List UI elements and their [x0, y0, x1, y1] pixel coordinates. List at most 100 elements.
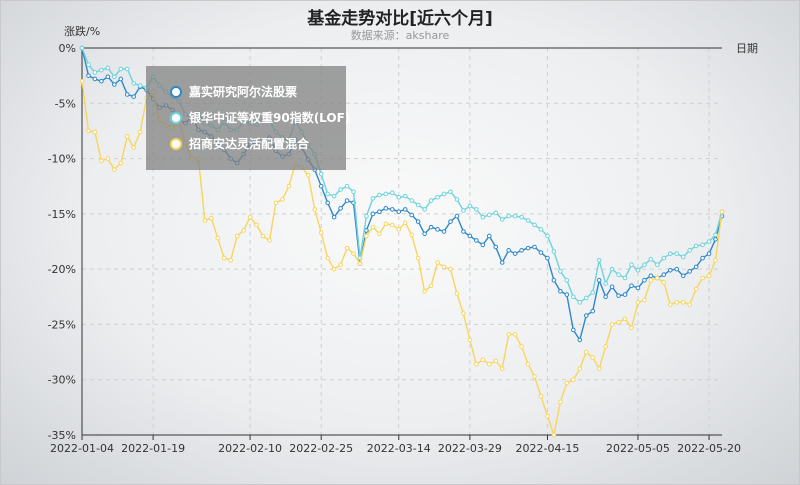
data-point	[131, 94, 137, 99]
data-point	[351, 189, 356, 195]
data-point	[680, 273, 686, 279]
data-point	[545, 255, 550, 261]
legend-item[interactable]: 招商安达灵活配置混合	[170, 136, 310, 151]
data-point	[118, 76, 124, 82]
data-point	[687, 269, 692, 274]
data-point	[590, 290, 596, 295]
data-point	[532, 244, 537, 250]
x-tick-label: 2022-04-15	[515, 442, 579, 455]
y-tick-label: -30%	[48, 374, 76, 387]
data-point	[409, 198, 414, 203]
data-point	[105, 65, 111, 71]
legend-item[interactable]: 嘉实研究阿尔法股票	[170, 84, 297, 99]
data-point	[693, 264, 699, 270]
data-point	[112, 167, 117, 172]
data-point	[667, 251, 673, 256]
data-point	[99, 78, 104, 84]
x-axis-label: 日期	[736, 42, 758, 55]
x-tick-label: 2022-02-10	[218, 442, 282, 455]
data-point	[448, 189, 453, 195]
data-point	[558, 288, 563, 294]
y-tick-label: -5%	[55, 97, 76, 110]
data-point	[680, 300, 686, 305]
data-point	[506, 332, 511, 337]
data-point	[493, 210, 499, 216]
y-tick-label: -25%	[48, 318, 76, 331]
data-point	[396, 194, 402, 200]
data-point	[467, 203, 473, 209]
data-point	[661, 272, 667, 277]
data-point	[519, 214, 524, 220]
data-point	[551, 249, 557, 254]
data-point	[390, 190, 395, 196]
x-tick-label: 2022-05-20	[677, 442, 741, 455]
data-point	[105, 74, 111, 80]
data-point	[254, 222, 259, 228]
data-point	[364, 213, 369, 219]
data-point	[532, 222, 537, 228]
data-point	[486, 212, 492, 218]
data-point	[525, 218, 531, 223]
data-point	[603, 344, 608, 349]
data-point	[583, 349, 589, 355]
data-point	[92, 70, 98, 75]
data-point	[99, 67, 104, 73]
y-tick-label: -35%	[48, 429, 76, 442]
data-point	[415, 202, 421, 208]
data-point	[202, 218, 208, 223]
data-point	[706, 273, 712, 279]
data-point	[370, 211, 376, 217]
data-point	[79, 45, 85, 51]
data-point	[493, 358, 499, 364]
data-point	[538, 394, 544, 399]
data-point	[318, 183, 324, 189]
legend-item[interactable]: 银华中证等权重90指数(LOF)	[170, 110, 350, 125]
data-point	[558, 399, 563, 405]
data-point	[596, 366, 602, 371]
data-point	[635, 267, 641, 273]
data-point	[448, 219, 453, 224]
data-point	[124, 92, 130, 97]
data-point	[538, 250, 544, 255]
data-point	[467, 233, 473, 239]
x-tick-label: 2022-01-19	[121, 442, 185, 455]
data-point	[234, 233, 240, 239]
data-point	[616, 319, 621, 325]
data-point	[609, 284, 615, 290]
y-tick-label: -10%	[48, 153, 76, 166]
data-point	[667, 302, 673, 307]
data-point	[396, 209, 402, 214]
y-tick-label: 0%	[59, 42, 76, 55]
data-point	[221, 255, 227, 261]
data-point	[629, 283, 634, 289]
data-point	[208, 215, 214, 221]
data-point	[390, 222, 395, 228]
data-point	[338, 262, 343, 268]
data-point	[357, 261, 363, 266]
data-point	[396, 227, 402, 232]
data-point	[370, 224, 376, 230]
data-point	[312, 207, 318, 212]
data-point	[590, 355, 596, 360]
data-point	[402, 207, 408, 212]
data-point	[655, 262, 660, 268]
data-point	[422, 207, 427, 212]
data-point	[280, 197, 285, 202]
data-point	[351, 251, 356, 256]
legend-marker	[170, 138, 182, 150]
legend-marker	[170, 112, 182, 124]
data-point	[331, 214, 337, 220]
data-point	[267, 238, 272, 243]
data-point	[338, 187, 343, 192]
data-point	[480, 214, 486, 220]
data-point	[545, 233, 550, 239]
data-point	[590, 308, 596, 314]
data-point	[318, 230, 324, 235]
data-point	[86, 62, 91, 67]
data-point	[680, 254, 686, 260]
data-point	[467, 337, 473, 343]
data-point	[137, 83, 143, 88]
data-point	[532, 374, 537, 379]
